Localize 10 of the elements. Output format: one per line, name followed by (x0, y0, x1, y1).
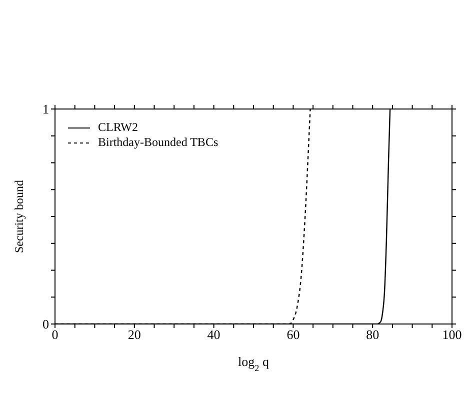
y-axis-title: Security bound (12, 180, 26, 253)
x-axis-title: log$_{2}$ q (238, 354, 270, 373)
y-tick-label: 1 (42, 102, 49, 117)
legend-label: CLRW2 (98, 120, 138, 135)
x-tick-label: 60 (286, 327, 300, 342)
x-tick-label: 100 (442, 327, 462, 342)
x-tick-label: 40 (207, 327, 220, 342)
x-tick-label: 80 (366, 327, 380, 342)
legend-label: Birthday-Bounded TBCs (98, 135, 218, 150)
x-tick-label: 20 (128, 327, 141, 342)
